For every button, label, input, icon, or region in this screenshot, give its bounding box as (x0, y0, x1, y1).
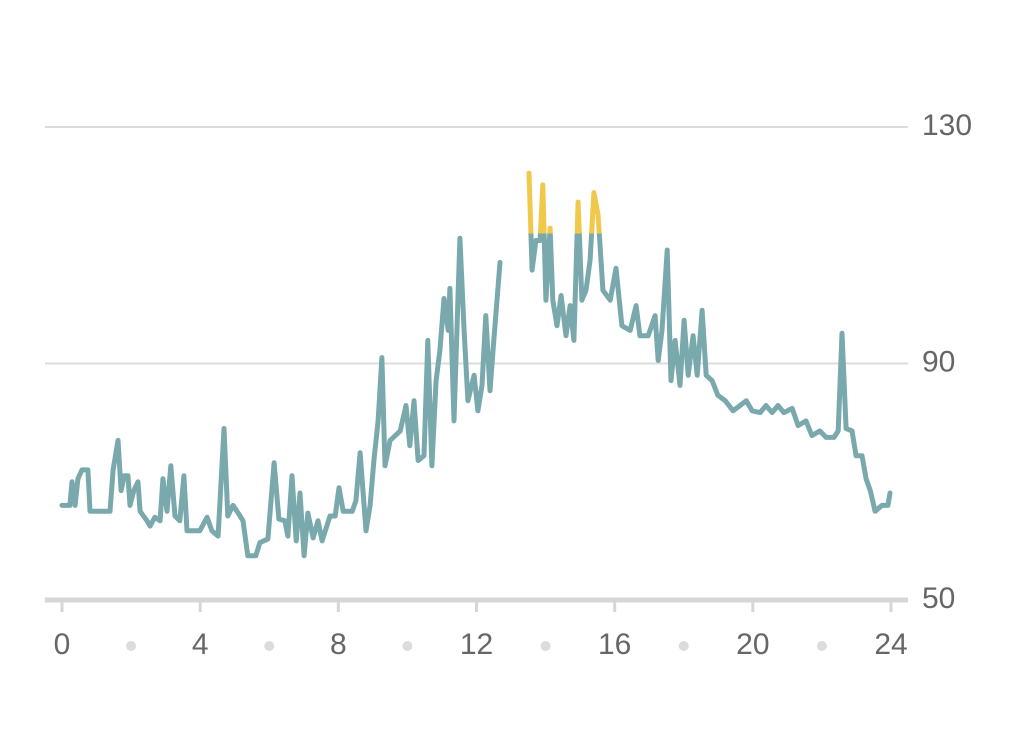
y-tick-label: 90 (922, 345, 955, 378)
x-minor-tick (816, 641, 827, 651)
x-tick-label: 4 (192, 628, 209, 661)
heart-rate-line (59, 170, 893, 559)
x-minor-tick (402, 641, 413, 651)
x-tick-label: 20 (736, 628, 769, 661)
x-minor-tick (126, 641, 137, 651)
x-minor-tick (678, 641, 689, 651)
y-tick-label: 130 (922, 109, 972, 142)
y-tick-label: 50 (922, 582, 955, 615)
x-tick-label: 0 (54, 628, 71, 661)
x-tick-label: 8 (330, 628, 347, 661)
x-minor-tick (264, 641, 275, 651)
x-tick-label: 16 (598, 628, 631, 661)
x-tick-label: 24 (874, 628, 907, 661)
x-tick-label: 12 (460, 628, 493, 661)
x-minor-tick (540, 641, 551, 651)
